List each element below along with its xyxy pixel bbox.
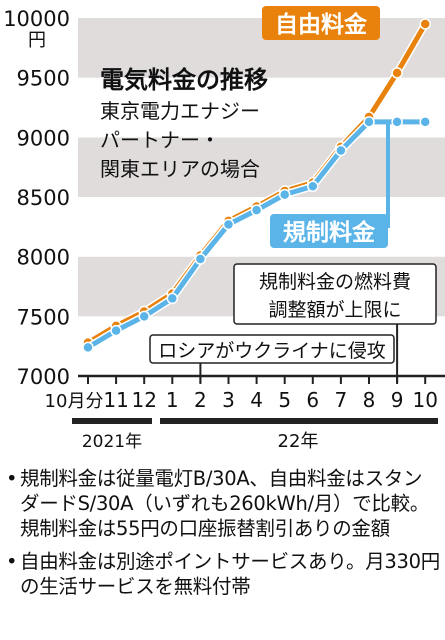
annotation-text: 調整額が上限に xyxy=(268,299,401,321)
x-tick-label: 12 xyxy=(131,388,156,412)
annotation-box xyxy=(149,334,395,364)
series-lines xyxy=(82,18,431,354)
x-tick-label: 8 xyxy=(363,388,376,412)
y-tick-label: 9500 xyxy=(17,67,70,91)
grid-band xyxy=(78,137,445,197)
chart-title: 電気料金の推移 xyxy=(100,66,268,94)
y-unit-label: 円 xyxy=(28,30,46,51)
y-tick-label: 10000 xyxy=(3,7,70,31)
data-point xyxy=(82,341,94,354)
data-point xyxy=(250,204,263,216)
year-label: 2021年 xyxy=(82,432,142,452)
data-point xyxy=(307,180,319,193)
data-point xyxy=(138,310,150,323)
annotation-text: ロシアがウクライナに侵攻 xyxy=(158,340,386,362)
y-tick-label: 8500 xyxy=(17,186,70,210)
y-tick-label: 7500 xyxy=(17,305,70,329)
year-bar-2021 xyxy=(72,418,152,424)
y-tick-label: 7000 xyxy=(17,365,70,389)
year-label: 22年 xyxy=(278,431,319,452)
chart-subtitle: 関東エリアの場合 xyxy=(100,157,260,181)
grid-band xyxy=(78,18,445,78)
chart-subtitle: 東京電力エナジー xyxy=(100,99,260,123)
bullet: • xyxy=(6,467,18,490)
data-point xyxy=(391,67,403,79)
x-tick-label: 1 xyxy=(166,388,179,412)
bullet: • xyxy=(6,550,18,573)
data-point xyxy=(419,116,431,128)
notes: • 規制料金は従量電灯B/30A、自由料金はスタンダードS/30A（いずれも26… xyxy=(6,466,440,607)
y-tick-label: 8000 xyxy=(17,246,70,270)
x-tick-label: 9 xyxy=(391,388,404,412)
data-point xyxy=(278,188,291,201)
chart-subtitle: パートナー・ xyxy=(100,128,220,152)
x-tick-label: 10月分 xyxy=(45,391,104,412)
x-tick-label: 5 xyxy=(278,388,291,412)
data-point xyxy=(194,253,207,265)
series-label: 自由料金 xyxy=(275,11,368,38)
data-point xyxy=(166,292,179,305)
data-point xyxy=(335,144,347,157)
annotation-text: 規制料金の燃料費 xyxy=(259,271,411,293)
data-point xyxy=(419,18,431,30)
x-tick-label: 4 xyxy=(250,388,263,412)
series-label: 規制料金 xyxy=(283,219,376,246)
data-point xyxy=(222,218,235,231)
x-tick-label: 3 xyxy=(222,388,235,412)
x-tick-label: 7 xyxy=(335,388,348,412)
x-tick-label: 10 xyxy=(412,388,437,412)
note-text: 規制料金は従量電灯B/30A、自由料金はスタンダードS/30A（いずれも260k… xyxy=(20,467,430,540)
note-text: 自由料金は別途ポイントサービスあり。月330円の生活サービスを無料付帯 xyxy=(20,550,440,598)
data-point xyxy=(110,324,122,337)
note-item: • 規制料金は従量電灯B/30A、自由料金はスタンダードS/30A（いずれも26… xyxy=(6,466,440,541)
series-label-box xyxy=(262,6,380,40)
year-bar-2022 xyxy=(160,418,438,424)
series-label-box xyxy=(270,214,388,248)
x-tick-label: 11 xyxy=(103,388,128,412)
note-item: • 自由料金は別途ポイントサービスあり。月330円の生活サービスを無料付帯 xyxy=(6,549,440,599)
data-point xyxy=(363,116,375,128)
x-tick-label: 2 xyxy=(194,388,207,412)
x-tick-label: 6 xyxy=(306,388,319,412)
annotation-box xyxy=(233,263,437,325)
data-point xyxy=(391,116,403,128)
y-tick-label: 9000 xyxy=(17,126,70,150)
